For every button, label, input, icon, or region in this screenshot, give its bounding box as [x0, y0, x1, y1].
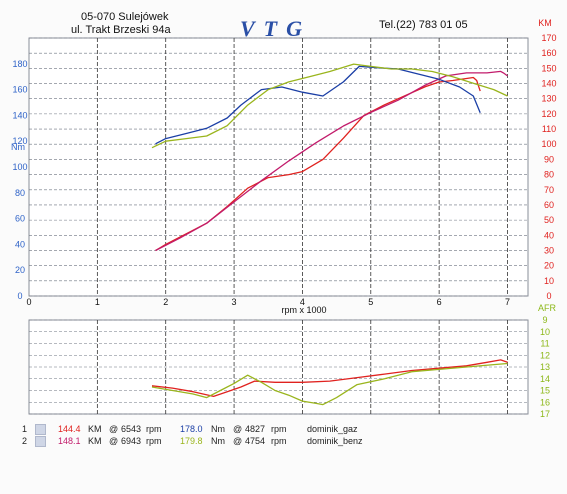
right-axis-tick-label: 40: [544, 230, 554, 240]
afr-axis-tick-label: 10: [540, 327, 550, 337]
afr-axis-tick-label: 11: [540, 339, 549, 349]
right-axis-tick-label: 120: [541, 109, 556, 119]
x-axis-tick-label: 7: [505, 297, 510, 307]
legend-rpm-unit-2b: rpm: [271, 436, 287, 446]
series-line-afr-2: [151, 362, 508, 406]
legend-torque-1: 178.0: [180, 424, 203, 434]
legend-swatch-1: [35, 424, 46, 435]
right-axis-tick-label: 80: [544, 170, 554, 180]
left-axis-tick-label: 120: [12, 136, 27, 146]
series-line-nm-1: [155, 65, 481, 145]
right-axis-tick-label: 0: [546, 291, 551, 301]
series-line-km-2: [155, 70, 508, 252]
legend-power-rpm-1: 6543: [121, 424, 142, 434]
afr-axis-tick-label: 15: [540, 386, 550, 396]
address-line-2: ul. Trakt Brzeski 94a: [71, 24, 171, 36]
left-axis-tick-label: 100: [12, 162, 27, 172]
right-axis-tick-label: 10: [544, 276, 554, 286]
series-line-nm-2: [151, 63, 508, 149]
legend-power-unit-1: KM: [88, 424, 102, 434]
legend-name-1: dominik_gaz: [307, 424, 358, 434]
x-axis-tick-label: 6: [437, 297, 442, 307]
legend-at-2b: @: [233, 436, 243, 446]
legend-power-1: 144.4: [58, 424, 81, 434]
afr-axis-tick-label: 16: [540, 397, 550, 407]
right-axis-tick-label: 160: [541, 48, 556, 58]
legend-power-unit-2: KM: [88, 436, 102, 446]
right-axis-tick-label: 130: [541, 94, 556, 104]
left-axis-tick-label: 180: [12, 59, 27, 69]
right-axis-tick-label: 30: [544, 245, 554, 255]
afr-axis-tick-label: 13: [540, 362, 550, 372]
right-axis-tick-label: 90: [544, 154, 554, 164]
power-torque-chart: 0102030405060708090100110120130140150160…: [11, 18, 557, 315]
x-axis-tick-label: 2: [163, 297, 168, 307]
right-axis-tick-label: 100: [541, 139, 556, 149]
legend: 1 144.4 KM @ 6543 rpm 178.0 Nm @ 4827 rp…: [0, 420, 567, 460]
right-axis-tick-label: 70: [544, 185, 554, 195]
legend-power-rpm-2: 6943: [121, 436, 142, 446]
right-axis-tick-label: 20: [544, 261, 554, 271]
right-axis-tick-label: 140: [541, 79, 556, 89]
afr-axis-tick-label: 14: [540, 374, 550, 384]
legend-torque-rpm-2: 4754: [245, 436, 266, 446]
x-axis-tick-label: 3: [232, 297, 237, 307]
legend-rpm-unit-1a: rpm: [146, 424, 162, 434]
x-axis-tick-label: 0: [26, 297, 31, 307]
legend-rpm-unit-1b: rpm: [271, 424, 287, 434]
x-axis-tick-label: 5: [368, 297, 373, 307]
x-axis-tick-label: 4: [300, 297, 305, 307]
left-axis-tick-label: 140: [12, 110, 27, 120]
vtg-logo: VTG: [240, 16, 311, 41]
right-axis-tick-label: 110: [542, 124, 556, 134]
legend-at-2a: @: [109, 436, 119, 446]
right-axis-label: KM: [538, 18, 552, 28]
afr-axis-tick-label: 9: [542, 315, 547, 325]
left-axis-tick-label: 80: [15, 188, 25, 198]
right-axis-tick-label: 60: [544, 200, 554, 210]
left-axis-label: Nm: [11, 142, 25, 152]
legend-torque-unit-2: Nm: [211, 436, 225, 446]
address-line-1: 05-070 Sulejówek: [81, 11, 169, 23]
legend-swatch-2: [35, 436, 46, 447]
legend-name-2: dominik_benz: [307, 436, 363, 446]
legend-power-2: 148.1: [58, 436, 81, 446]
legend-torque-unit-1: Nm: [211, 424, 225, 434]
right-axis-tick-label: 50: [544, 215, 554, 225]
right-axis-tick-label: 170: [541, 33, 556, 43]
legend-at-1a: @: [109, 424, 119, 434]
phone-number: Tel.(22) 783 01 05: [379, 19, 468, 31]
legend-index-2: 2: [22, 436, 28, 446]
left-axis-tick-label: 160: [12, 85, 27, 95]
right-axis-tick-label: 150: [541, 63, 556, 73]
legend-torque-rpm-1: 4827: [245, 424, 266, 434]
legend-at-1b: @: [233, 424, 243, 434]
afr-axis-tick-label: 12: [540, 350, 550, 360]
left-axis-tick-label: 0: [17, 291, 22, 301]
left-axis-tick-label: 40: [15, 239, 25, 249]
legend-index-1: 1: [22, 424, 28, 434]
left-axis-tick-label: 20: [15, 265, 25, 275]
legend-rpm-unit-2a: rpm: [146, 436, 162, 446]
afr-axis-label: AFR: [538, 303, 557, 313]
x-axis-tick-label: 1: [95, 297, 100, 307]
afr-axis-tick-label: 17: [540, 409, 550, 419]
left-axis-tick-label: 60: [15, 214, 25, 224]
x-axis-label: rpm x 1000: [281, 305, 326, 315]
legend-torque-2: 179.8: [180, 436, 203, 446]
